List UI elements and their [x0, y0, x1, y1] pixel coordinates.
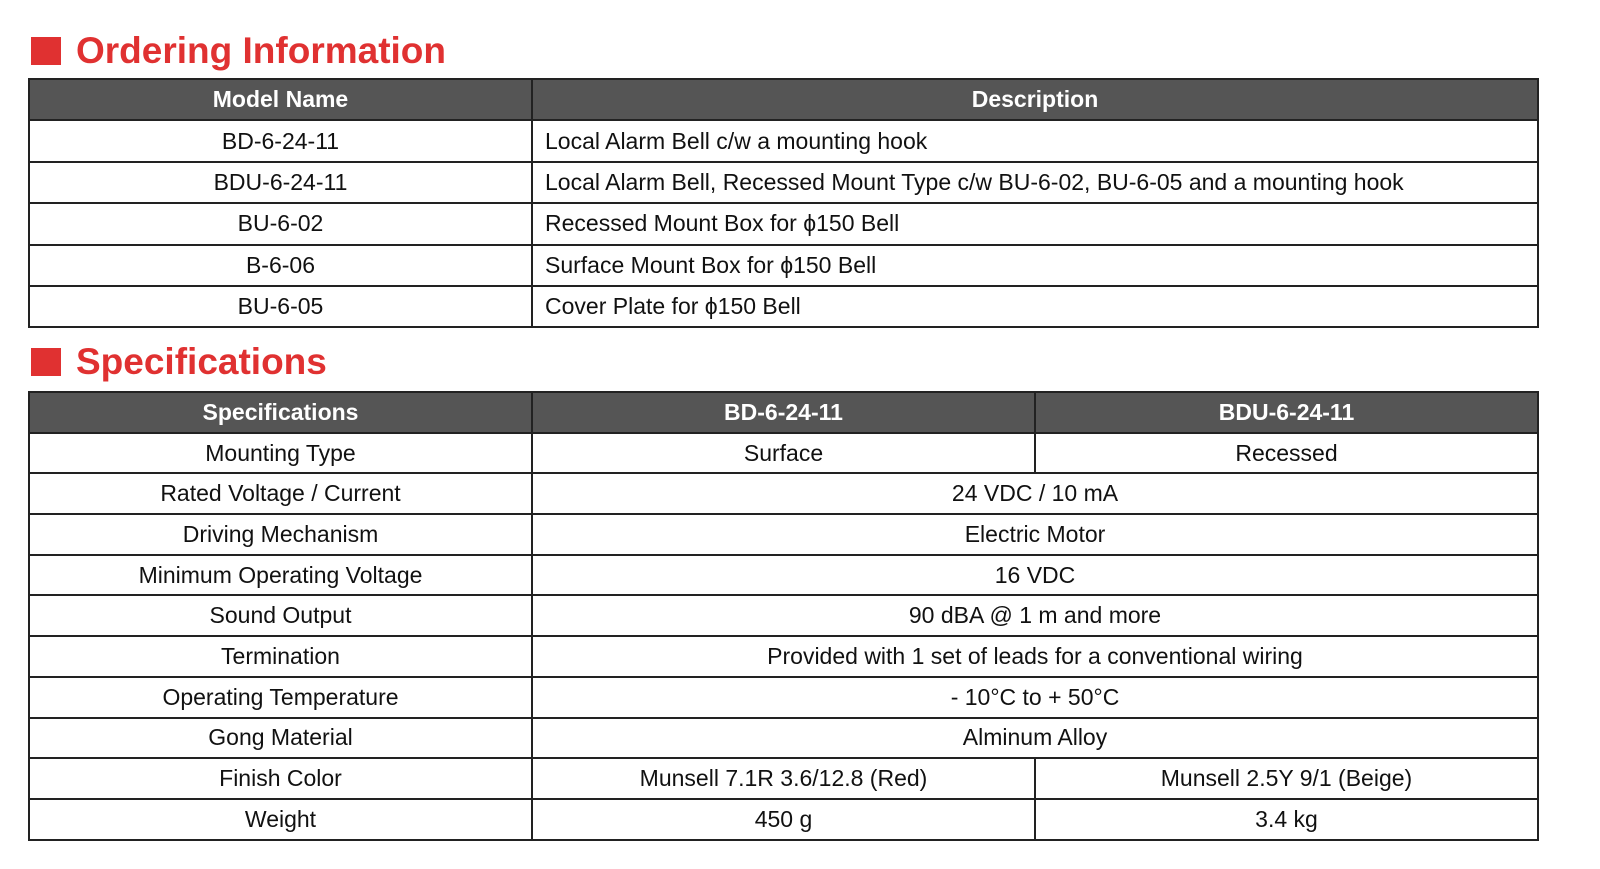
table-row: BU-6-05 Cover Plate for ϕ150 Bell: [28, 284, 1539, 329]
table-row: BU-6-02 Recessed Mount Box for ϕ150 Bell: [28, 202, 1539, 246]
spec-label-cell: Termination: [28, 635, 533, 678]
spec-label-cell: Gong Material: [28, 716, 533, 760]
model-name-cell: BU-6-05: [28, 284, 533, 329]
table-row: Operating Temperature - 10°C to + 50°C: [28, 675, 1539, 719]
col-header-description: Description: [531, 77, 1539, 122]
ordering-table: Model Name Description BD-6-24-11 Local A…: [28, 77, 1539, 329]
spec-label-cell: Operating Temperature: [28, 675, 533, 719]
specifications-heading: Specifications: [76, 341, 327, 382]
table-row: Sound Output 90 dBA @ 1 m and more: [28, 594, 1539, 638]
table-row: BDU-6-24-11 Local Alarm Bell, Recessed Mo…: [28, 160, 1539, 205]
spec-value-cell: Electric Motor: [531, 513, 1539, 556]
table-row: Driving Mechanism Electric Motor: [28, 513, 1539, 556]
table-row: Weight 450 g 3.4 kg: [28, 797, 1539, 841]
ordering-title: Ordering Information: [31, 30, 446, 72]
spec-label-cell: Weight: [28, 797, 533, 841]
specifications-table: Specifications BD-6-24-11 BDU-6-24-11 Mo…: [28, 391, 1539, 841]
model-name-cell: BD-6-24-11: [28, 119, 533, 163]
table-row: Minimum Operating Voltage 16 VDC: [28, 553, 1539, 597]
model-name-cell: B-6-06: [28, 243, 533, 287]
spec-bd-value-cell: Munsell 7.1R 3.6/12.8 (Red): [531, 757, 1036, 800]
spec-label-cell: Mounting Type: [28, 431, 533, 475]
description-cell: Local Alarm Bell, Recessed Mount Type c/…: [531, 160, 1539, 205]
spec-value-cell: Provided with 1 set of leads for a conve…: [531, 635, 1539, 678]
col-header-model: Model Name: [28, 77, 533, 122]
spec-bdu-value-cell: 3.4 kg: [1034, 797, 1539, 841]
table-row: B-6-06 Surface Mount Box for ϕ150 Bell: [28, 243, 1539, 287]
spec-label-cell: Sound Output: [28, 594, 533, 638]
col-header-bdu: BDU-6-24-11: [1034, 391, 1539, 434]
spec-value-cell: Alminum Alloy: [531, 716, 1539, 760]
table-row: Finish Color Munsell 7.1R 3.6/12.8 (Red) M…: [28, 757, 1539, 800]
spec-bd-value-cell: Surface: [531, 431, 1036, 475]
description-cell: Local Alarm Bell c/w a mounting hook: [531, 119, 1539, 163]
spec-bd-value-cell: 450 g: [531, 797, 1036, 841]
description-cell: Recessed Mount Box for ϕ150 Bell: [531, 202, 1539, 246]
spec-label-cell: Minimum Operating Voltage: [28, 553, 533, 597]
description-cell: Cover Plate for ϕ150 Bell: [531, 284, 1539, 329]
col-header-bd: BD-6-24-11: [531, 391, 1036, 434]
spec-value-cell: - 10°C to + 50°C: [531, 675, 1539, 719]
spec-value-cell: 16 VDC: [531, 553, 1539, 597]
col-header-spec: Specifications: [28, 391, 533, 434]
table-row: Gong Material Alminum Alloy: [28, 716, 1539, 760]
ordering-heading: Ordering Information: [76, 30, 446, 71]
spec-label-cell: Finish Color: [28, 757, 533, 800]
description-cell: Surface Mount Box for ϕ150 Bell: [531, 243, 1539, 287]
model-name-cell: BDU-6-24-11: [28, 160, 533, 205]
table-row: Mounting Type Surface Recessed: [28, 431, 1539, 475]
spec-bdu-value-cell: Munsell 2.5Y 9/1 (Beige): [1034, 757, 1539, 800]
specifications-title: Specifications: [31, 341, 327, 383]
table-row: Rated Voltage / Current 24 VDC / 10 mA: [28, 472, 1539, 516]
model-name-cell: BU-6-02: [28, 202, 533, 246]
spec-value-cell: 90 dBA @ 1 m and more: [531, 594, 1539, 638]
spec-bdu-value-cell: Recessed: [1034, 431, 1539, 475]
section-marker-icon: [31, 348, 61, 376]
table-row: BD-6-24-11 Local Alarm Bell c/w a mountin…: [28, 119, 1539, 163]
section-marker-icon: [31, 37, 61, 65]
spec-label-cell: Rated Voltage / Current: [28, 472, 533, 516]
spec-value-cell: 24 VDC / 10 mA: [531, 472, 1539, 516]
spec-label-cell: Driving Mechanism: [28, 513, 533, 556]
table-row: Termination Provided with 1 set of leads …: [28, 635, 1539, 678]
